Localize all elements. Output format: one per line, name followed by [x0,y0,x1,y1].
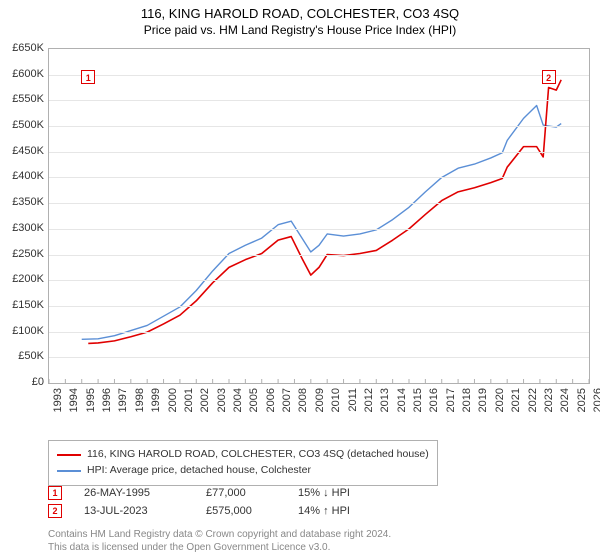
gridline [49,203,589,204]
legend-item: 116, KING HAROLD ROAD, COLCHESTER, CO3 4… [57,447,429,463]
gridline [49,306,589,307]
y-axis-label: £200K [2,273,44,285]
x-axis-label: 1998 [134,388,146,428]
data-point-marker: 2 [542,70,556,84]
chart-title: 116, KING HAROLD ROAD, COLCHESTER, CO3 4… [0,0,600,21]
data-point-date: 26-MAY-1995 [84,487,184,499]
legend-label: 116, KING HAROLD ROAD, COLCHESTER, CO3 4… [87,447,429,463]
chart-subtitle: Price paid vs. HM Land Registry's House … [0,21,600,37]
series-line [88,80,561,344]
x-axis-label: 2007 [281,388,293,428]
x-axis-label: 1995 [85,388,97,428]
x-axis-label: 2020 [494,388,506,428]
y-axis-label: £250K [2,248,44,260]
y-axis-label: £100K [2,325,44,337]
x-axis-label: 2015 [412,388,424,428]
gridline [49,332,589,333]
x-axis-label: 2001 [183,388,195,428]
y-axis-label: £300K [2,222,44,234]
data-point-price: £77,000 [206,487,276,499]
x-axis-label: 2010 [330,388,342,428]
y-axis-label: £50K [2,350,44,362]
x-axis-label: 1999 [150,388,162,428]
data-point-row: 2 13-JUL-2023 £575,000 14% ↑ HPI [48,504,388,518]
x-axis-label: 2014 [396,388,408,428]
gridline [49,100,589,101]
gridline [49,229,589,230]
x-axis-label: 2021 [510,388,522,428]
chart-lines [49,49,589,383]
x-axis-label: 2005 [248,388,260,428]
x-axis-label: 2011 [347,388,359,428]
y-axis-label: £500K [2,119,44,131]
data-point-price: £575,000 [206,505,276,517]
y-axis-label: £400K [2,170,44,182]
gridline [49,255,589,256]
data-point-pct: 15% ↓ HPI [298,487,388,499]
x-axis-label: 2017 [445,388,457,428]
chart-container: 116, KING HAROLD ROAD, COLCHESTER, CO3 4… [0,0,600,560]
x-axis-label: 2003 [216,388,228,428]
x-axis-label: 1993 [52,388,64,428]
data-point-row: 1 26-MAY-1995 £77,000 15% ↓ HPI [48,486,388,500]
x-axis-label: 2002 [199,388,211,428]
x-axis-label: 1994 [68,388,80,428]
y-axis-label: £350K [2,196,44,208]
data-point-table: 1 26-MAY-1995 £77,000 15% ↓ HPI 2 13-JUL-2023… [48,482,388,518]
x-axis-label: 2025 [576,388,588,428]
legend-item: HPI: Average price, detached house, Colc… [57,463,429,479]
x-axis-label: 2008 [297,388,309,428]
x-axis-label: 1996 [101,388,113,428]
y-axis-label: £450K [2,145,44,157]
y-axis-label: £0 [2,376,44,388]
series-line [82,106,561,340]
x-axis-label: 2004 [232,388,244,428]
data-point-marker: 1 [81,70,95,84]
x-axis-label: 2018 [461,388,473,428]
gridline [49,152,589,153]
data-point-pct: 14% ↑ HPI [298,505,388,517]
gridline [49,177,589,178]
chart-area: 12 £0£50K£100K£150K£200K£250K£300K£350K£… [0,44,600,434]
gridline [49,280,589,281]
gridline [49,126,589,127]
x-axis-label: 2023 [543,388,555,428]
gridline [49,75,589,76]
y-axis-label: £150K [2,299,44,311]
y-axis-label: £600K [2,68,44,80]
y-axis-label: £550K [2,93,44,105]
x-axis-label: 2013 [379,388,391,428]
legend-swatch [57,470,81,472]
x-axis-label: 2012 [363,388,375,428]
footer-line-1: Contains HM Land Registry data © Crown c… [48,528,391,541]
data-point-marker-inline: 1 [48,486,62,500]
x-axis-label: 2000 [167,388,179,428]
y-axis-label: £650K [2,42,44,54]
footer-attribution: Contains HM Land Registry data © Crown c… [48,528,391,554]
x-axis-label: 2009 [314,388,326,428]
x-axis-label: 2016 [428,388,440,428]
data-point-marker-inline: 2 [48,504,62,518]
legend-label: HPI: Average price, detached house, Colc… [87,463,311,479]
legend-swatch [57,454,81,456]
gridline [49,357,589,358]
legend: 116, KING HAROLD ROAD, COLCHESTER, CO3 4… [48,440,438,486]
x-axis-label: 2006 [265,388,277,428]
x-axis-label: 2024 [559,388,571,428]
x-axis-label: 2022 [527,388,539,428]
x-axis-label: 1997 [117,388,129,428]
footer-line-2: This data is licensed under the Open Gov… [48,541,391,554]
x-axis-label: 2026 [592,388,600,428]
data-point-date: 13-JUL-2023 [84,505,184,517]
plot-area: 12 [48,48,590,384]
x-axis-label: 2019 [477,388,489,428]
